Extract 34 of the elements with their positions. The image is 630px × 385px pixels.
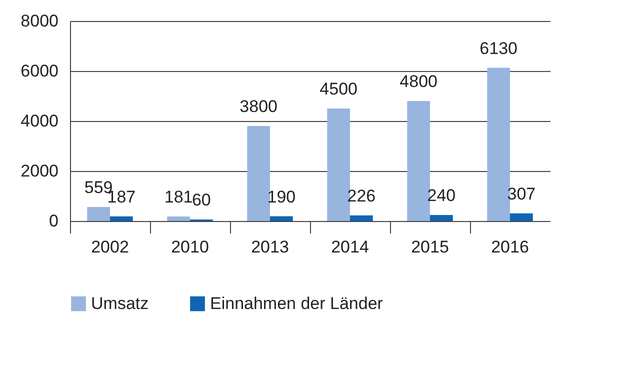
x-tick-label: 2013	[251, 238, 289, 256]
bar	[167, 216, 190, 221]
bar	[407, 101, 430, 221]
x-tick-label: 2016	[491, 238, 529, 256]
bar	[350, 215, 373, 221]
bar	[87, 207, 110, 221]
data-label: 307	[507, 184, 536, 204]
x-tick-label: 2010	[171, 238, 209, 256]
data-label: 3800	[240, 97, 278, 116]
legend-label: Umsatz	[91, 294, 149, 313]
data-label: 4500	[320, 80, 358, 98]
x-tick-label: 2015	[411, 238, 449, 256]
data-label: 226	[347, 186, 376, 206]
bar	[510, 213, 533, 221]
data-label: 4800	[400, 72, 438, 91]
data-label: 6130	[480, 38, 518, 58]
x-tick-label: 2002	[91, 238, 129, 256]
bar	[430, 215, 453, 221]
y-tick-label: 4000	[20, 112, 58, 130]
x-tick-label: 2014	[331, 238, 369, 256]
y-tick-label: 6000	[20, 62, 58, 80]
bar	[487, 68, 510, 221]
y-tick-label: 0	[49, 212, 58, 230]
legend-label: Einnahmen der Länder	[210, 294, 384, 313]
data-label: 60	[192, 190, 211, 210]
data-label: 240	[427, 186, 456, 205]
bar	[247, 126, 270, 221]
y-tick-label: 8000	[20, 12, 58, 30]
data-label: 190	[267, 187, 296, 206]
data-label: 181	[164, 187, 193, 206]
bar	[270, 216, 293, 221]
y-tick-label: 2000	[20, 162, 58, 180]
bar	[110, 216, 133, 221]
bar	[327, 108, 350, 221]
